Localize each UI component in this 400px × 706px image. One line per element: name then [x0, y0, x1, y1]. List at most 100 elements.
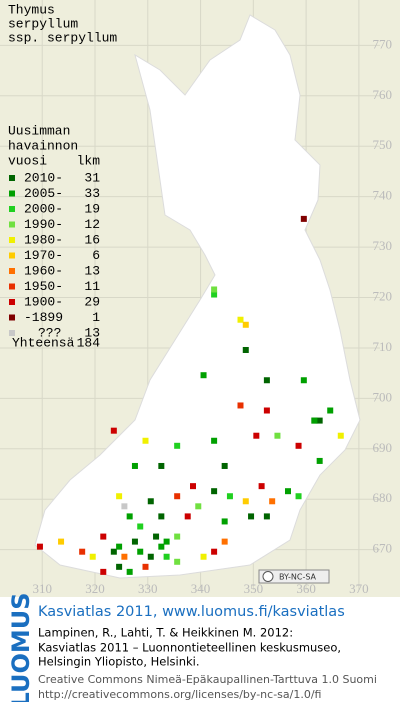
observation-square [263, 513, 270, 520]
observation-square [147, 498, 154, 505]
legend-swatch [9, 190, 15, 197]
observation-square [142, 563, 149, 570]
observation-square [137, 523, 144, 530]
legend-swatch [9, 237, 15, 243]
observation-square [263, 377, 270, 384]
x-tick-label: 330 [138, 581, 158, 596]
citation-line: Helsingin Yliopisto, Helsinki. [38, 655, 200, 669]
y-tick-label: 760 [373, 87, 393, 102]
legend-count: 19 [84, 201, 100, 216]
legend-label: 2005- [24, 186, 63, 201]
citation-line: Kasviatlas 2011 – Luonnontieteellinen ke… [38, 641, 341, 655]
legend-label: 1950- [24, 279, 63, 294]
legend-label: 1900- [24, 294, 63, 309]
observation-square [248, 513, 255, 520]
observation-square [163, 553, 170, 560]
species-title: Thymus [8, 2, 55, 17]
observation-square [174, 442, 181, 449]
observation-square [221, 538, 228, 545]
observation-square [174, 558, 181, 565]
observation-square [200, 372, 207, 379]
legend-count: 16 [84, 232, 100, 247]
legend-count: 13 [84, 325, 100, 340]
legend-swatch [9, 314, 15, 321]
legend-total: 184 [77, 335, 101, 350]
observation-square [300, 377, 307, 384]
legend-label: 1980- [24, 232, 63, 247]
species-title: serpyllum [8, 16, 78, 31]
observation-square [242, 321, 249, 328]
observation-square [311, 417, 318, 424]
observation-square [89, 553, 96, 560]
species-title: ssp. serpyllum [8, 30, 117, 45]
legend-label: 2010- [24, 170, 63, 185]
legend-count-heading: lkm [77, 153, 101, 168]
legend-count: 12 [84, 217, 100, 232]
observation-square [163, 538, 170, 545]
observation-square [79, 548, 86, 555]
badge-text: BY-NC-SA [279, 573, 317, 582]
observation-square [131, 462, 138, 469]
observation-square [110, 548, 117, 555]
observation-square [221, 462, 228, 469]
legend-label: 1960- [24, 263, 63, 278]
observation-square [211, 437, 218, 444]
footer-heading: Kasviatlas 2011, www.luomus.fi/kasviatla… [38, 604, 345, 620]
observation-square [211, 291, 218, 298]
y-tick-label: 750 [373, 137, 393, 152]
observation-square [237, 402, 244, 409]
observation-square [226, 493, 233, 500]
observation-square [300, 215, 307, 222]
observation-square [211, 488, 218, 495]
legend-count: 6 [92, 248, 100, 263]
observation-square [184, 513, 191, 520]
observation-square [200, 553, 207, 560]
observation-square [211, 548, 218, 555]
y-tick-label: 670 [373, 541, 393, 556]
legend-count: 31 [84, 170, 100, 185]
observation-square [126, 513, 133, 520]
legend-swatch [9, 283, 15, 290]
legend-swatch [9, 175, 15, 181]
citation-line: Lampinen, R., Lahti, T. & Heikkinen M. 2… [38, 626, 293, 640]
y-tick-label: 730 [373, 238, 393, 253]
legend-swatch [9, 299, 15, 305]
brand: LUOMUS [7, 593, 35, 702]
legend-total-label: Yhteensä [12, 335, 75, 350]
legend-label: 1990- [24, 217, 63, 232]
observation-square [131, 538, 138, 545]
observation-square [316, 457, 323, 464]
observation-square [211, 286, 218, 293]
legend-heading: Uusimman [8, 123, 70, 138]
legend-swatch [9, 206, 15, 212]
observation-square [242, 498, 249, 505]
observation-square [100, 533, 107, 540]
observation-square [253, 432, 260, 439]
y-tick-label: 720 [373, 289, 393, 304]
observation-square [195, 503, 202, 510]
observation-square [36, 543, 43, 550]
observation-square [116, 563, 123, 570]
legend-swatch [9, 330, 15, 336]
observation-square [158, 513, 165, 520]
legend-count: 11 [84, 279, 100, 294]
observation-square [174, 493, 181, 500]
y-tick-label: 690 [373, 440, 393, 455]
observation-square [242, 346, 249, 353]
observation-square [274, 432, 281, 439]
legend-swatch [9, 221, 15, 228]
legend-label: 1970- [24, 248, 63, 263]
y-tick-label: 740 [373, 188, 393, 203]
cc-icon [262, 571, 274, 582]
legend-count: 29 [84, 294, 100, 309]
legend-heading: vuosi [8, 153, 47, 168]
x-tick-label: 320 [85, 581, 105, 596]
y-tick-label: 710 [373, 339, 393, 354]
observation-square [295, 442, 302, 449]
x-tick-label: 360 [296, 581, 316, 596]
observation-square [121, 553, 128, 560]
y-tick-label: 770 [373, 36, 393, 51]
observation-square [158, 462, 165, 469]
legend-swatch [9, 268, 15, 274]
legend-count: 1 [92, 310, 100, 325]
